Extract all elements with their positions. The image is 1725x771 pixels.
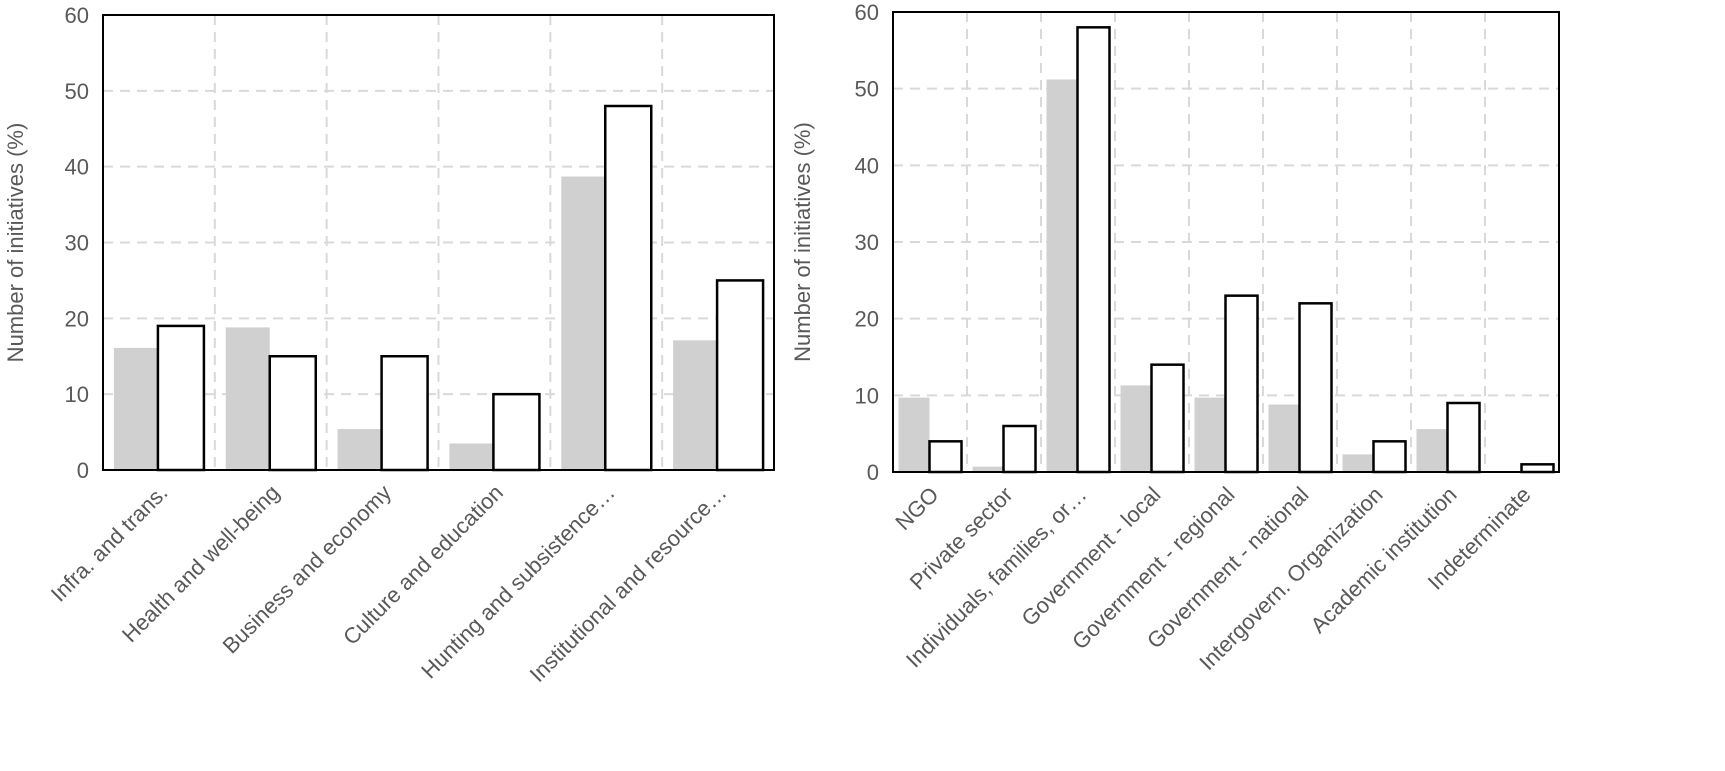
left-category-label-0: Infra. and trans.: [46, 480, 173, 607]
right-ytick-label-0: 0: [867, 460, 879, 485]
left-bar-gray-4: [561, 176, 606, 470]
left-ytick-label-3: 30: [65, 231, 89, 256]
right-plot-frame: [892, 11, 1560, 473]
left-y-axis-title: Number of initiatives (%): [3, 123, 28, 363]
right-bar-white-4: [1224, 294, 1259, 474]
right-bar-gray-7: [1416, 429, 1448, 472]
right-ytick-label-2: 20: [855, 307, 879, 332]
right-y-axis-title: Number of initiatives (%): [790, 122, 815, 362]
left-ytick-label-4: 40: [65, 155, 89, 180]
right-ytick-label-1: 10: [855, 383, 879, 408]
left-bar-gray-0: [113, 347, 158, 470]
right-ytick-label-4: 40: [855, 153, 879, 178]
right-bar-gray-2: [1046, 79, 1078, 472]
left-bar-gray-3: [449, 443, 494, 470]
left-ytick-label-5: 50: [65, 79, 89, 104]
right-bar-gray-0: [898, 397, 930, 472]
right-bar-gray-5: [1268, 404, 1300, 472]
right-bar-white-8: [1520, 463, 1555, 474]
left-bar-gray-2: [337, 429, 382, 470]
left-bar-white-2: [380, 355, 429, 472]
left-ytick-label-2: 20: [65, 306, 89, 331]
right-bar-gray-1: [972, 466, 1004, 472]
right-bar-gray-6: [1342, 454, 1374, 472]
left-bar-white-0: [156, 324, 206, 472]
right-bar-gray-3: [1120, 385, 1152, 472]
right-bar-gray-4: [1194, 397, 1226, 472]
right-category-label-7: Academic institution: [1306, 482, 1462, 638]
left-category-label-5: Institutional and resource…: [525, 480, 732, 687]
right-bar-white-2: [1076, 26, 1111, 474]
chart-left: Infra. and trans.Health and well-beingBu…: [3, 3, 775, 687]
left-category-label-4: Hunting and subsistence…: [416, 480, 620, 684]
left-bar-gray-5: [673, 340, 718, 470]
right-ytick-label-6: 60: [855, 0, 879, 25]
left-bar-white-5: [715, 279, 765, 472]
right-ytick-label-5: 50: [855, 77, 879, 102]
left-plot-frame: [102, 14, 775, 471]
right-bar-white-6: [1372, 440, 1407, 474]
left-ytick-label-1: 10: [65, 382, 89, 407]
left-bar-white-1: [268, 355, 317, 472]
right-ytick-label-3: 30: [855, 230, 879, 255]
right-bar-white-7: [1446, 401, 1481, 474]
left-bar-white-4: [604, 104, 653, 472]
right-bar-white-1: [1002, 424, 1037, 474]
right-category-label-3: Government - local: [1016, 482, 1165, 631]
left-bar-white-3: [492, 392, 541, 472]
right-bar-white-5: [1298, 302, 1333, 474]
right-category-label-0: NGO: [890, 482, 943, 535]
left-ytick-label-0: 0: [77, 458, 89, 483]
right-bar-white-3: [1150, 363, 1185, 474]
left-bar-gray-1: [225, 327, 270, 470]
right-bar-white-0: [928, 440, 963, 474]
left-ytick-label-6: 60: [65, 3, 89, 28]
